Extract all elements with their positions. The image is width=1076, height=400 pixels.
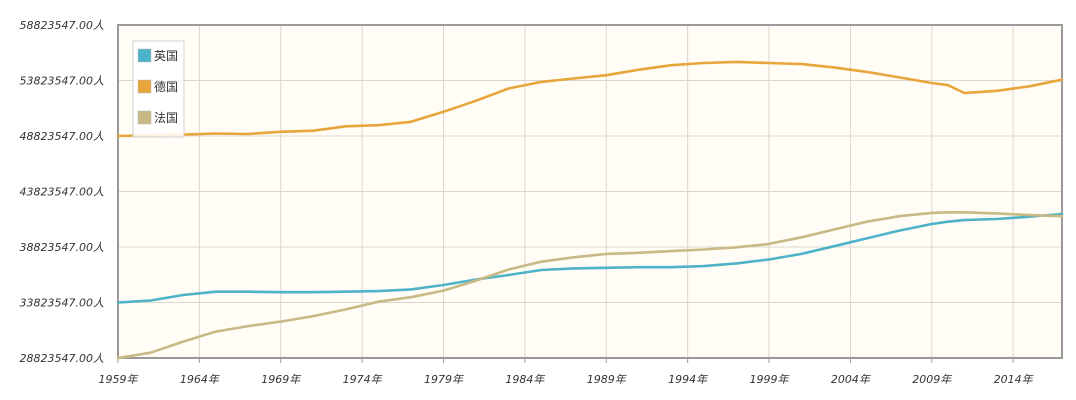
- y-tick-label: 48823547.00人: [20, 130, 104, 143]
- series-line: [116, 60, 1064, 138]
- x-tick-label: 1999年: [750, 373, 790, 386]
- y-tick-label: 28823547.00人: [20, 352, 104, 365]
- y-tick-label: 43823547.00人: [20, 186, 104, 199]
- x-tick-label: 2009年: [912, 373, 952, 386]
- x-tick-label: 1984年: [505, 373, 545, 386]
- x-tick-label: 1969年: [261, 373, 301, 386]
- y-tick-label: 53823547.00人: [20, 75, 104, 88]
- y-axis-tick-labels: 28823547.00人 33823547.00人 38823547.00人 4382…: [20, 19, 104, 365]
- legend-swatch: [137, 110, 152, 125]
- x-tick-label: 2014年: [994, 373, 1034, 386]
- x-tick-label: 1974年: [343, 373, 383, 386]
- legend-swatch: [137, 79, 152, 94]
- grid-lines: [117, 24, 1062, 359]
- x-tick-label: 1959年: [99, 373, 139, 386]
- y-tick-label: 58823547.00人: [20, 19, 104, 32]
- legend-label: 德国: [154, 79, 178, 94]
- x-tick-label: 1964年: [180, 373, 220, 386]
- series-line: [116, 211, 1064, 360]
- legend-label: 法国: [154, 111, 178, 125]
- legend-label: 英国: [154, 49, 178, 63]
- x-tick-label: 1979年: [424, 373, 464, 386]
- series-line: [116, 212, 1064, 304]
- y-tick-label: 33823547.00人: [20, 297, 104, 310]
- plot-frame: [117, 24, 1063, 359]
- x-axis-tick-labels: 1959年 1964年 1969年 1974年 1979年 1984年 1989年 1994年…: [99, 373, 1034, 386]
- x-tick-label: 1989年: [587, 373, 627, 386]
- x-tick-label: 1994年: [668, 373, 708, 386]
- x-tick-label: 2004年: [831, 373, 871, 386]
- x-axis-tick-marks: [117, 358, 1014, 363]
- legend-swatch: [137, 48, 152, 63]
- y-tick-label: 38823547.00人: [20, 241, 104, 254]
- series-lines: [116, 60, 1064, 360]
